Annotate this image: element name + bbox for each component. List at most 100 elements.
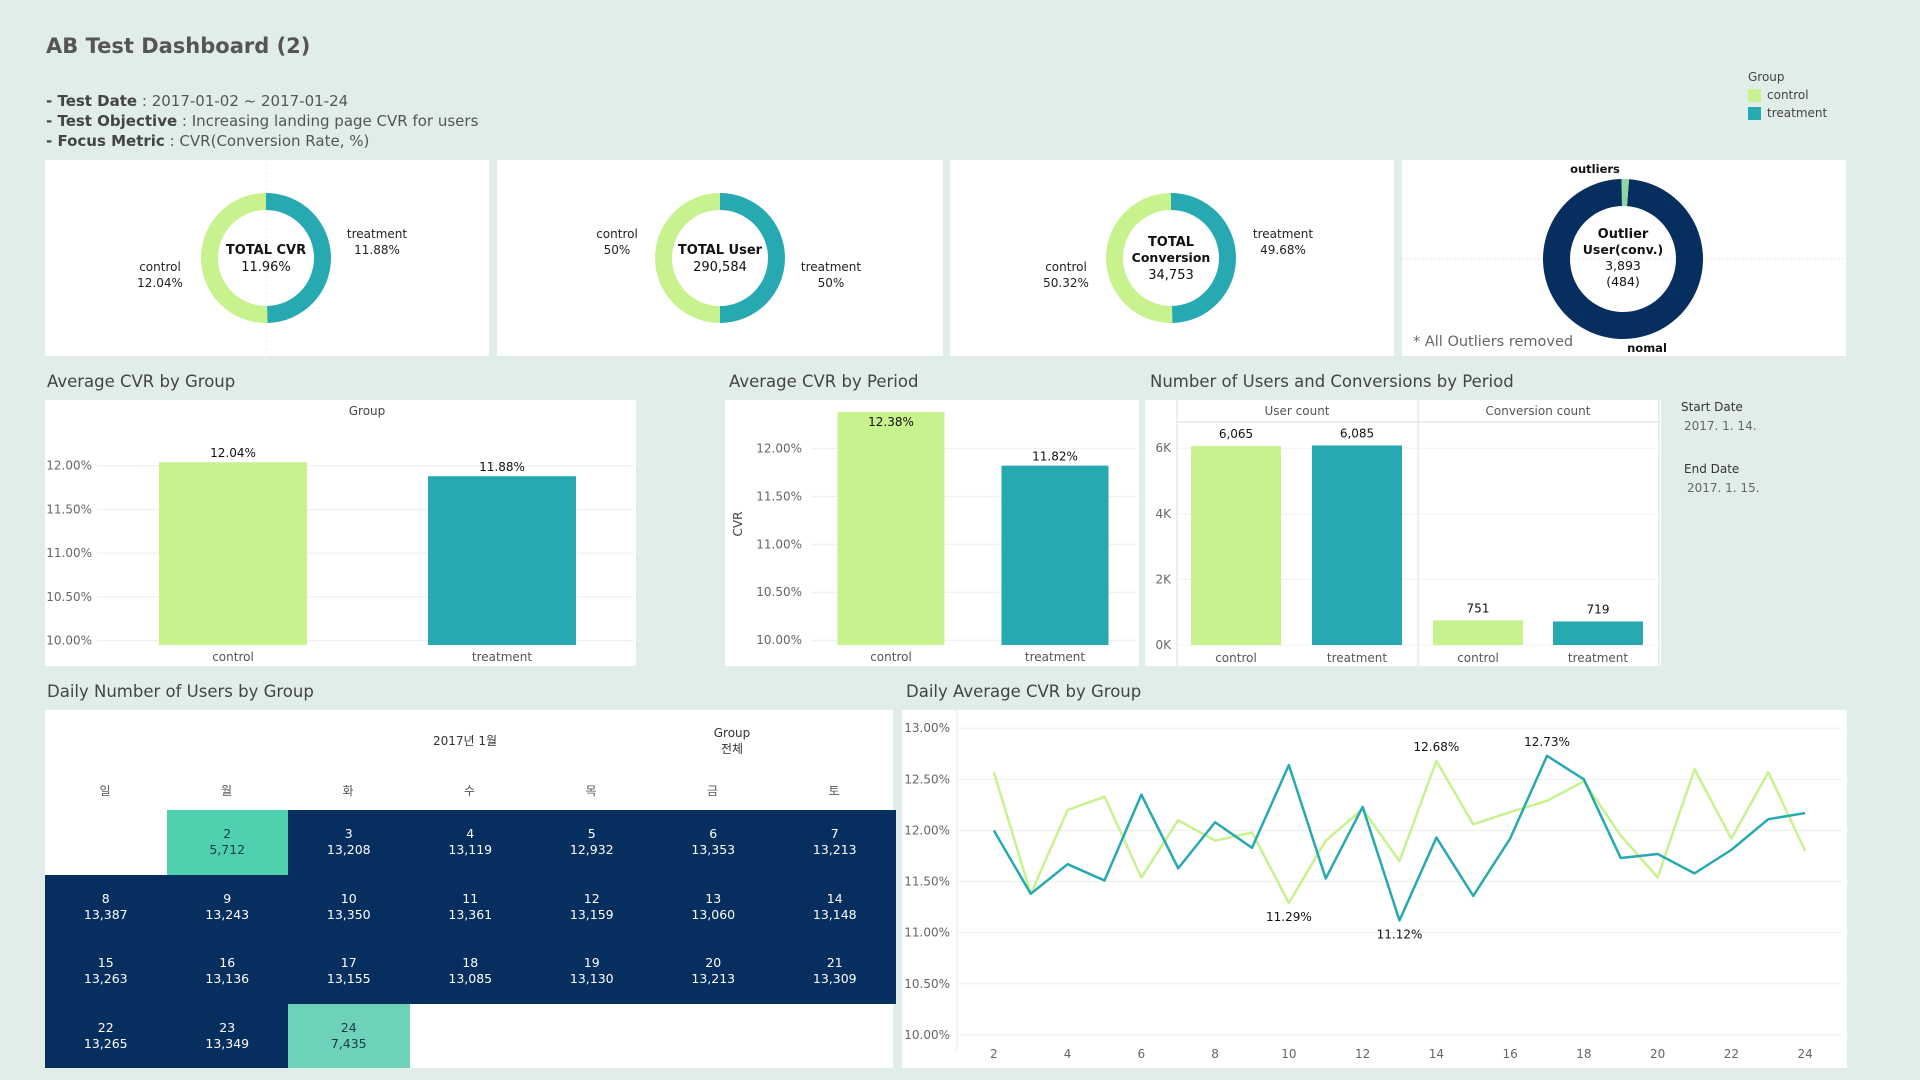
calendar-day-number: 6 [709,826,718,842]
y-tick-label: 10.50% [904,977,950,991]
test-objective-label: - Test Objective [46,112,178,130]
legend-title: Group [1748,70,1785,84]
panel-header-conversion-count: Conversion count [1486,404,1591,418]
group-legend[interactable]: Group control treatment [1748,70,1827,120]
calendar-day-users: 13,130 [569,971,614,987]
calendar-day-cell[interactable]: 12 13,159 [531,874,653,939]
weekday-label: 화 [342,784,354,798]
y-tick-label: 11.50% [46,502,92,516]
kpi-total-conversion-svg: TOTAL Conversion 34,753 control 50.32% t… [1043,193,1313,323]
panel-users-conv[interactable]: User count Conversion count 0K 2K 4K 6K 6,06… [1145,400,1661,666]
y-tick-label: 11.50% [756,489,802,503]
calendar-day-cell[interactable]: 21 13,309 [774,939,896,1004]
kpi-user-control-value: 50% [604,243,631,257]
bar-value-label: 6,065 [1219,427,1253,441]
legend-label-treatment: treatment [1767,106,1828,120]
x-tick-label: control [870,650,912,664]
calendar-day-cell[interactable]: 2 5,712 [166,810,288,875]
section-daily-users: Daily Number of Users by Group [47,682,314,701]
kpi-outlier-value: 3,893 [1605,258,1641,273]
calendar-day-number: 2 [223,826,232,842]
panel-header-user-count: User count [1264,404,1329,418]
test-date-label: - Test Date [46,92,138,110]
bar-control [159,462,307,645]
y-tick-label: 12.00% [46,459,92,473]
kpi-user-value: 290,584 [693,260,747,275]
calendar-day-cell[interactable]: 8 13,387 [45,874,167,939]
calendar-day-cell[interactable]: 18 13,085 [409,939,531,1004]
focus-metric-label: - Focus Metric [46,132,165,150]
calendar-day-cell[interactable]: 17 13,155 [288,939,410,1004]
donut-total-user [655,193,785,323]
panel-avg-cvr-group[interactable]: Group 10.00% 10.50% 11.00% 11.50% 12.00% 12.0… [45,400,636,666]
legend-item-control[interactable]: control [1748,88,1827,102]
start-date-label: Start Date [1681,400,1743,414]
calendar-day-cell[interactable]: 6 13,353 [652,810,774,875]
kpi-total-user[interactable]: TOTAL User 290,584 control 50% treatment… [497,160,943,356]
calendar-day-cell[interactable]: 14 13,148 [774,874,896,939]
calendar-day-cell[interactable]: 7 13,213 [774,810,896,875]
calendar-month: 2017년 1월 [433,734,498,748]
y-tick-label: 10.50% [756,585,802,599]
x-tick-label: 8 [1211,1047,1219,1061]
calendar-day-cell[interactable]: 5 12,932 [531,810,653,875]
y-tick-label: 12.50% [904,772,950,786]
bar-treatment [1312,445,1402,645]
section-daily-cvr: Daily Average CVR by Group [906,682,1142,701]
chart-avg-cvr-group: Group 10.00% 10.50% 11.00% 11.50% 12.00% 12.0… [46,404,634,664]
calendar-day-cell[interactable]: 24 7,435 [288,1003,410,1068]
kpi-conv-value: 34,753 [1148,268,1194,283]
kpi-total-conversion[interactable]: TOTAL Conversion 34,753 control 50.32% t… [950,160,1394,356]
calendar-day-cell[interactable]: 13 13,060 [652,874,774,939]
kpi-outlier-sub-value: (484) [1606,274,1640,289]
legend-item-treatment[interactable]: treatment [1748,106,1827,120]
kpi-cvr-control-value: 12.04% [137,276,183,290]
weekday-label: 일 [99,784,111,798]
start-date-value[interactable]: 2017. 1. 14. [1684,419,1757,433]
chart-users-conversions: User count Conversion count 0K 2K 4K 6K 6,06… [1155,400,1660,666]
panel-avg-cvr-period[interactable]: CVR 10.00% 10.50% 11.00% 11.50% 12.00% 12.38%… [725,400,1139,666]
calendar-day-cell[interactable]: 3 13,208 [288,810,410,875]
kpi-user-control-label: control [596,227,638,241]
outliers-note: * All Outliers removed [1413,334,1573,350]
calendar-day-cell[interactable]: 16 13,136 [166,939,288,1004]
y-tick-label: 2K [1155,572,1172,586]
donut-slice-nomal [1543,179,1703,339]
calendar-day-number: 12 [583,890,600,906]
bar-control [837,411,945,645]
calendar-day-cell[interactable]: 11 13,361 [409,874,531,939]
y-tick-label: 11.00% [756,537,802,551]
y-tick-label: 10.00% [46,634,92,648]
kpi-total-cvr[interactable]: TOTAL CVR 11.96% control 12.04% treatmen… [45,160,489,356]
bar-treatment [1001,465,1109,645]
calendar-day-cell[interactable]: 22 13,265 [45,1003,167,1068]
calendar-day-cell[interactable]: 10 13,350 [288,874,410,939]
y-tick-label: 10.00% [904,1028,950,1042]
calendar-day-cell[interactable]: 23 13,349 [166,1003,288,1068]
test-date-value: : 2017-01-02 ~ 2017-01-24 [141,92,349,110]
calendar-day-number: 5 [587,826,596,842]
calendar-group-label: Group [713,726,751,740]
calendar-day-number: 15 [97,955,114,971]
calendar-day-users: 13,155 [326,971,371,987]
panel-daily-cvr[interactable]: 10.00% 10.50% 11.00% 11.50% 12.00% 12.50% 13.0… [902,710,1847,1068]
focus-metric-line: - Focus Metric : CVR(Conversion Rate, %) [46,132,369,150]
legend-swatch-treatment [1748,106,1761,120]
calendar-day-number: 11 [462,890,479,906]
calendar-day-cell[interactable]: 19 13,130 [531,939,653,1004]
calendar-group-filter[interactable]: Group 전체 [707,726,757,757]
calendar-day-number: 23 [219,1019,236,1035]
calendar-day-cell[interactable]: 4 13,119 [409,810,531,875]
bar-treatment [428,476,576,645]
end-date-value[interactable]: 2017. 1. 15. [1687,481,1760,495]
x-tick-label: 4 [1064,1047,1072,1061]
calendar-day-number: 4 [466,826,475,842]
chart-group-header: Group [349,404,386,418]
kpi-outlier[interactable]: outliers nomal Outlier User(conv.) 3,893… [1402,160,1846,356]
calendar-day-cell[interactable]: 9 13,243 [166,874,288,939]
outliers-label: outliers [1570,162,1620,176]
calendar-day-users: 13,085 [448,971,493,987]
donut-total-conversion [1105,193,1236,323]
calendar-day-cell[interactable]: 20 13,213 [652,939,774,1004]
calendar-day-cell[interactable]: 15 13,263 [45,939,167,1004]
